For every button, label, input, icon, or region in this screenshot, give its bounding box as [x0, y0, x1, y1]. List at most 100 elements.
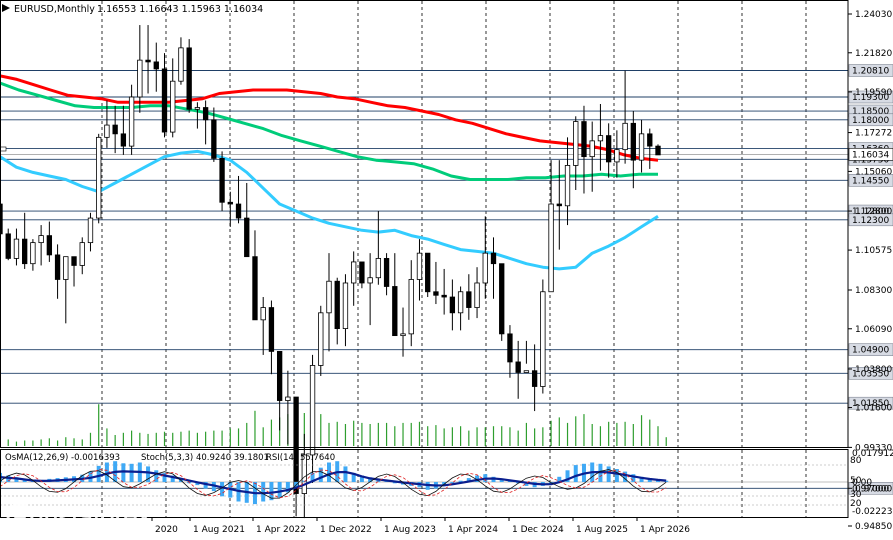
candle-2 [13, 228, 20, 266]
candle-body-55 [449, 296, 456, 314]
osma-bar-20 [162, 472, 167, 482]
osma-bar-40 [327, 462, 331, 482]
indicator-y-label-0: 0.0179123 [852, 449, 893, 459]
osma-bar-32 [261, 482, 266, 502]
candle-body-67 [548, 203, 554, 293]
candle-body-65 [531, 370, 538, 387]
candle-67 [548, 160, 554, 293]
candle-body-33 [268, 307, 275, 352]
candle-body-3 [22, 238, 28, 265]
candle-body-6 [46, 235, 53, 256]
osma-bar-68 [557, 476, 562, 482]
candle-42 [342, 274, 349, 347]
osma-bar-42 [343, 466, 348, 482]
candle-80 [655, 144, 661, 156]
candle-5 [38, 225, 44, 266]
osma-bar-46 [376, 479, 381, 482]
current-price-box [848, 147, 893, 161]
candle-body-31 [252, 256, 258, 321]
candle-body-78 [638, 133, 645, 161]
x-tick-label-6: 1 Dec 2024 [512, 525, 564, 535]
candle-body-12 [96, 136, 102, 219]
candle-19 [153, 42, 159, 92]
osma-bar-38 [310, 472, 315, 482]
candle-body-57 [466, 291, 472, 308]
candle-58 [474, 267, 480, 319]
candle-64 [523, 340, 530, 373]
x-tick-label-0: 2020 [155, 525, 178, 535]
candle-46 [375, 211, 382, 285]
osma-bar-13 [104, 462, 109, 482]
candle-66 [540, 279, 546, 394]
candle-0 [0, 191, 3, 245]
candle-body-69 [564, 165, 571, 207]
chart-ohlc: 1.16553 1.16643 1.15963 1.16034 [97, 4, 263, 15]
candle-72 [589, 121, 595, 192]
candle-body-4 [30, 242, 36, 265]
osma-bar-3 [22, 479, 27, 482]
candle-41 [334, 277, 340, 345]
osma-bar-69 [565, 470, 570, 482]
price-level-label-2: 1.18500 [852, 107, 889, 117]
candle-body-7 [54, 254, 61, 280]
candle-body-26 [211, 119, 217, 159]
candle-48 [392, 253, 398, 337]
candle-12 [96, 133, 102, 224]
candle-body-58 [474, 282, 480, 308]
y-tick-label-13: 0.94850 [855, 522, 892, 532]
candle-body-71 [581, 121, 587, 158]
candle-45 [367, 253, 373, 326]
candle-body-41 [334, 280, 340, 330]
candle-body-34 [276, 351, 283, 401]
candle-body-47 [383, 258, 390, 287]
candle-69 [564, 137, 571, 226]
candle-body-74 [605, 135, 612, 163]
osma-bar-19 [154, 470, 159, 482]
candle-body-5 [38, 235, 44, 244]
candle-60 [490, 237, 497, 299]
candle-body-42 [342, 282, 349, 330]
osma-bar-26 [211, 482, 216, 492]
grid [101, 1, 807, 517]
y-tick-label-10: 1.01600 [855, 404, 892, 414]
osma-bar-78 [639, 476, 644, 482]
candle-26 [211, 107, 217, 162]
candle-body-54 [441, 294, 447, 298]
price-level-box-9 [848, 343, 893, 356]
osma-bar-48 [392, 482, 397, 484]
candle-49 [400, 307, 406, 357]
osma-bar-16 [129, 463, 134, 482]
candle-body-66 [540, 291, 546, 387]
candle-3 [22, 212, 28, 269]
candle-body-46 [375, 258, 382, 279]
candle-body-61 [499, 263, 505, 335]
candle-body-22 [178, 47, 184, 82]
candle-77 [630, 111, 636, 189]
candle-body-44 [359, 261, 365, 284]
candle-29 [235, 175, 242, 224]
osma-bar-27 [220, 482, 225, 497]
y-tick-label-1: 1.21820 [855, 49, 892, 59]
collapse-arrow-icon[interactable] [2, 4, 10, 12]
indicator-frame [0, 449, 849, 518]
osma-bar-43 [351, 472, 356, 482]
candle-61 [499, 263, 505, 341]
osma-bar-39 [318, 467, 323, 482]
x-tick-label-1: 1 Aug 2021 [193, 525, 245, 535]
candle-body-39 [318, 312, 324, 366]
osma-bar-24 [195, 482, 200, 486]
osma-bar-21 [170, 475, 175, 482]
candle-51 [416, 239, 423, 301]
moving-averages [0, 74, 659, 271]
candle-body-18 [145, 59, 151, 63]
price-level-label-7: 1.12800 [852, 207, 889, 217]
candle-body-1 [5, 233, 11, 259]
stoch-level-label-0: 80 [850, 456, 862, 466]
candle-53 [433, 261, 439, 305]
candle-body-38 [309, 365, 316, 456]
price-level-label-8: 1.12300 [852, 216, 889, 226]
candle-body-60 [490, 252, 497, 265]
candle-35 [285, 370, 291, 445]
price-level-box-8 [848, 213, 893, 227]
